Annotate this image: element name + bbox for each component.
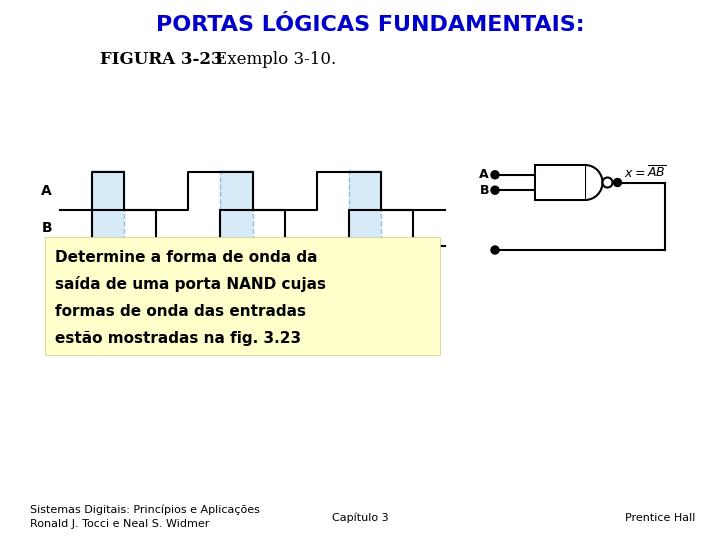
Circle shape: [613, 179, 621, 186]
Text: $x = \overline{AB}$: $x = \overline{AB}$: [624, 165, 667, 180]
Text: Prentice Hall: Prentice Hall: [625, 513, 695, 523]
Text: FIGURA 3-23: FIGURA 3-23: [100, 51, 222, 69]
Text: B: B: [41, 221, 52, 235]
Bar: [220, 170, 253, 248]
Text: Sistemas Digitais: Princípios e Aplicações: Sistemas Digitais: Princípios e Aplicaçõ…: [30, 505, 260, 515]
Text: A: A: [41, 184, 52, 198]
Text: B: B: [480, 184, 489, 197]
Bar: [92, 170, 124, 248]
Bar: [348, 170, 381, 248]
Text: saída de uma porta NAND cujas: saída de uma porta NAND cujas: [55, 276, 326, 292]
Text: A: A: [480, 168, 489, 181]
Text: Determine a forma de onda da: Determine a forma de onda da: [55, 249, 318, 265]
Text: formas de onda das entradas: formas de onda das entradas: [55, 303, 306, 319]
Circle shape: [491, 171, 499, 179]
Bar: [536, 166, 585, 199]
Circle shape: [491, 246, 499, 254]
Bar: [535, 165, 585, 200]
Circle shape: [603, 178, 613, 187]
Text: Ronald J. Tocci e Neal S. Widmer: Ronald J. Tocci e Neal S. Widmer: [30, 519, 210, 529]
Circle shape: [491, 186, 499, 194]
Text: Exemplo 3-10.: Exemplo 3-10.: [215, 51, 336, 69]
Text: PORTAS LÓGICAS FUNDAMENTAIS:: PORTAS LÓGICAS FUNDAMENTAIS:: [156, 15, 585, 35]
Text: estão mostradas na fig. 3.23: estão mostradas na fig. 3.23: [55, 330, 301, 346]
Bar: [45, 237, 440, 355]
Text: Capítulo 3: Capítulo 3: [332, 513, 388, 523]
